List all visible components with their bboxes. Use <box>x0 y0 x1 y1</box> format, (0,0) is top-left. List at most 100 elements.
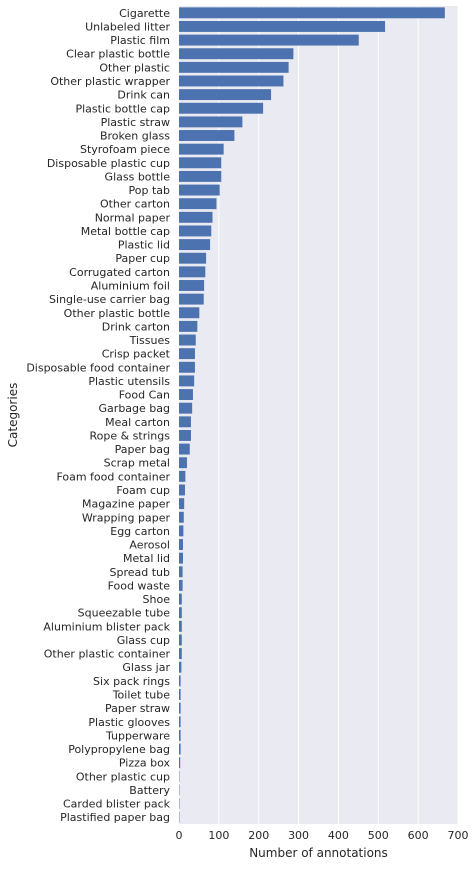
bar <box>179 566 183 577</box>
category-label: Rope & strings <box>89 429 170 442</box>
bar <box>179 675 181 686</box>
category-label: Cigarette <box>119 7 170 20</box>
category-label: Disposable plastic cup <box>47 157 170 170</box>
category-label: Wrapping paper <box>82 511 171 524</box>
bar <box>179 457 187 468</box>
category-label: Plastic film <box>110 34 170 47</box>
bar <box>179 607 182 618</box>
bar <box>179 689 181 700</box>
bar <box>179 634 182 645</box>
category-label: Squeezable tube <box>78 607 171 620</box>
bar <box>179 307 199 318</box>
bar <box>179 594 182 605</box>
category-label: Plastified paper bag <box>60 811 170 824</box>
category-label: Glass cup <box>117 634 170 647</box>
category-label: Magazine paper <box>82 498 170 511</box>
bar <box>179 375 194 386</box>
bar <box>179 730 181 741</box>
category-label: Food Can <box>119 389 170 402</box>
bar <box>179 76 283 87</box>
category-label: Other plastic cup <box>76 770 170 783</box>
y-axis-title: Categories <box>6 383 20 448</box>
bar <box>179 7 445 18</box>
plot-background <box>179 6 458 824</box>
category-label: Pizza box <box>119 757 171 770</box>
category-label: Six pack rings <box>93 675 170 688</box>
category-label: Plastic glooves <box>88 716 170 729</box>
bar <box>179 21 385 32</box>
category-label: Metal lid <box>123 552 170 565</box>
category-label: Plastic straw <box>101 116 170 129</box>
bar <box>179 348 195 359</box>
bar <box>179 539 183 550</box>
bar <box>179 116 242 127</box>
category-label: Disposable food container <box>26 361 170 374</box>
category-label: Plastic lid <box>118 239 170 252</box>
bar <box>179 744 181 755</box>
category-label: Foam cup <box>116 484 170 497</box>
category-label: Shoe <box>143 593 171 606</box>
category-label: Drink can <box>117 89 170 102</box>
category-label: Meal carton <box>105 416 170 429</box>
bar <box>179 512 184 523</box>
bar <box>179 103 263 114</box>
category-label: Crisp packet <box>102 348 171 361</box>
bar <box>179 130 234 141</box>
category-label: Egg carton <box>110 525 170 538</box>
bar <box>179 362 195 373</box>
category-label: Aerosol <box>129 539 170 552</box>
bar <box>179 498 184 509</box>
category-label: Battery <box>129 784 170 797</box>
category-label: Plastic bottle cap <box>75 102 170 115</box>
bar <box>179 525 183 536</box>
category-label: Glass bottle <box>105 170 171 183</box>
category-label: Scrap metal <box>104 457 170 470</box>
bar <box>179 553 183 564</box>
bar <box>179 389 193 400</box>
category-label: Foam food container <box>56 470 170 483</box>
category-label: Garbage bag <box>99 402 170 415</box>
category-label: Normal paper <box>95 211 171 224</box>
category-label: Other plastic wrapper <box>50 75 170 88</box>
x-tick-label: 200 <box>248 829 269 842</box>
category-label: Clear plastic bottle <box>66 48 170 61</box>
bar <box>179 266 205 277</box>
x-tick-label: 600 <box>408 829 429 842</box>
bar <box>179 757 180 768</box>
x-tick-label: 300 <box>288 829 309 842</box>
category-label: Unlabeled litter <box>85 20 170 33</box>
bar <box>179 198 216 209</box>
category-label: Pop tab <box>129 184 171 197</box>
category-label: Drink carton <box>102 320 170 333</box>
bar <box>179 89 271 100</box>
bar <box>179 444 190 455</box>
bar <box>179 62 289 73</box>
bar <box>179 185 220 196</box>
bar <box>179 212 212 223</box>
bar <box>179 648 182 659</box>
bar <box>179 294 204 305</box>
category-label: Paper bag <box>115 443 170 456</box>
bar <box>179 253 206 264</box>
category-label: Other plastic bottle <box>64 307 171 320</box>
category-label: Other plastic container <box>44 648 171 661</box>
bar <box>179 335 196 346</box>
bar <box>179 48 293 59</box>
bar <box>179 471 185 482</box>
category-label: Glass jar <box>122 661 170 674</box>
bar <box>179 171 221 182</box>
category-label: Styrofoam piece <box>80 143 170 156</box>
category-label: Metal bottle cap <box>81 225 170 238</box>
bar <box>179 321 197 332</box>
category-label: Toilet tube <box>112 688 171 701</box>
category-label: Broken glass <box>100 130 170 143</box>
x-tick-label: 700 <box>448 829 469 842</box>
category-label: Carded blister pack <box>63 798 171 811</box>
bar <box>179 144 224 155</box>
category-label: Other carton <box>100 198 170 211</box>
category-label: Single-use carrier bag <box>49 293 170 306</box>
bar <box>179 716 181 727</box>
